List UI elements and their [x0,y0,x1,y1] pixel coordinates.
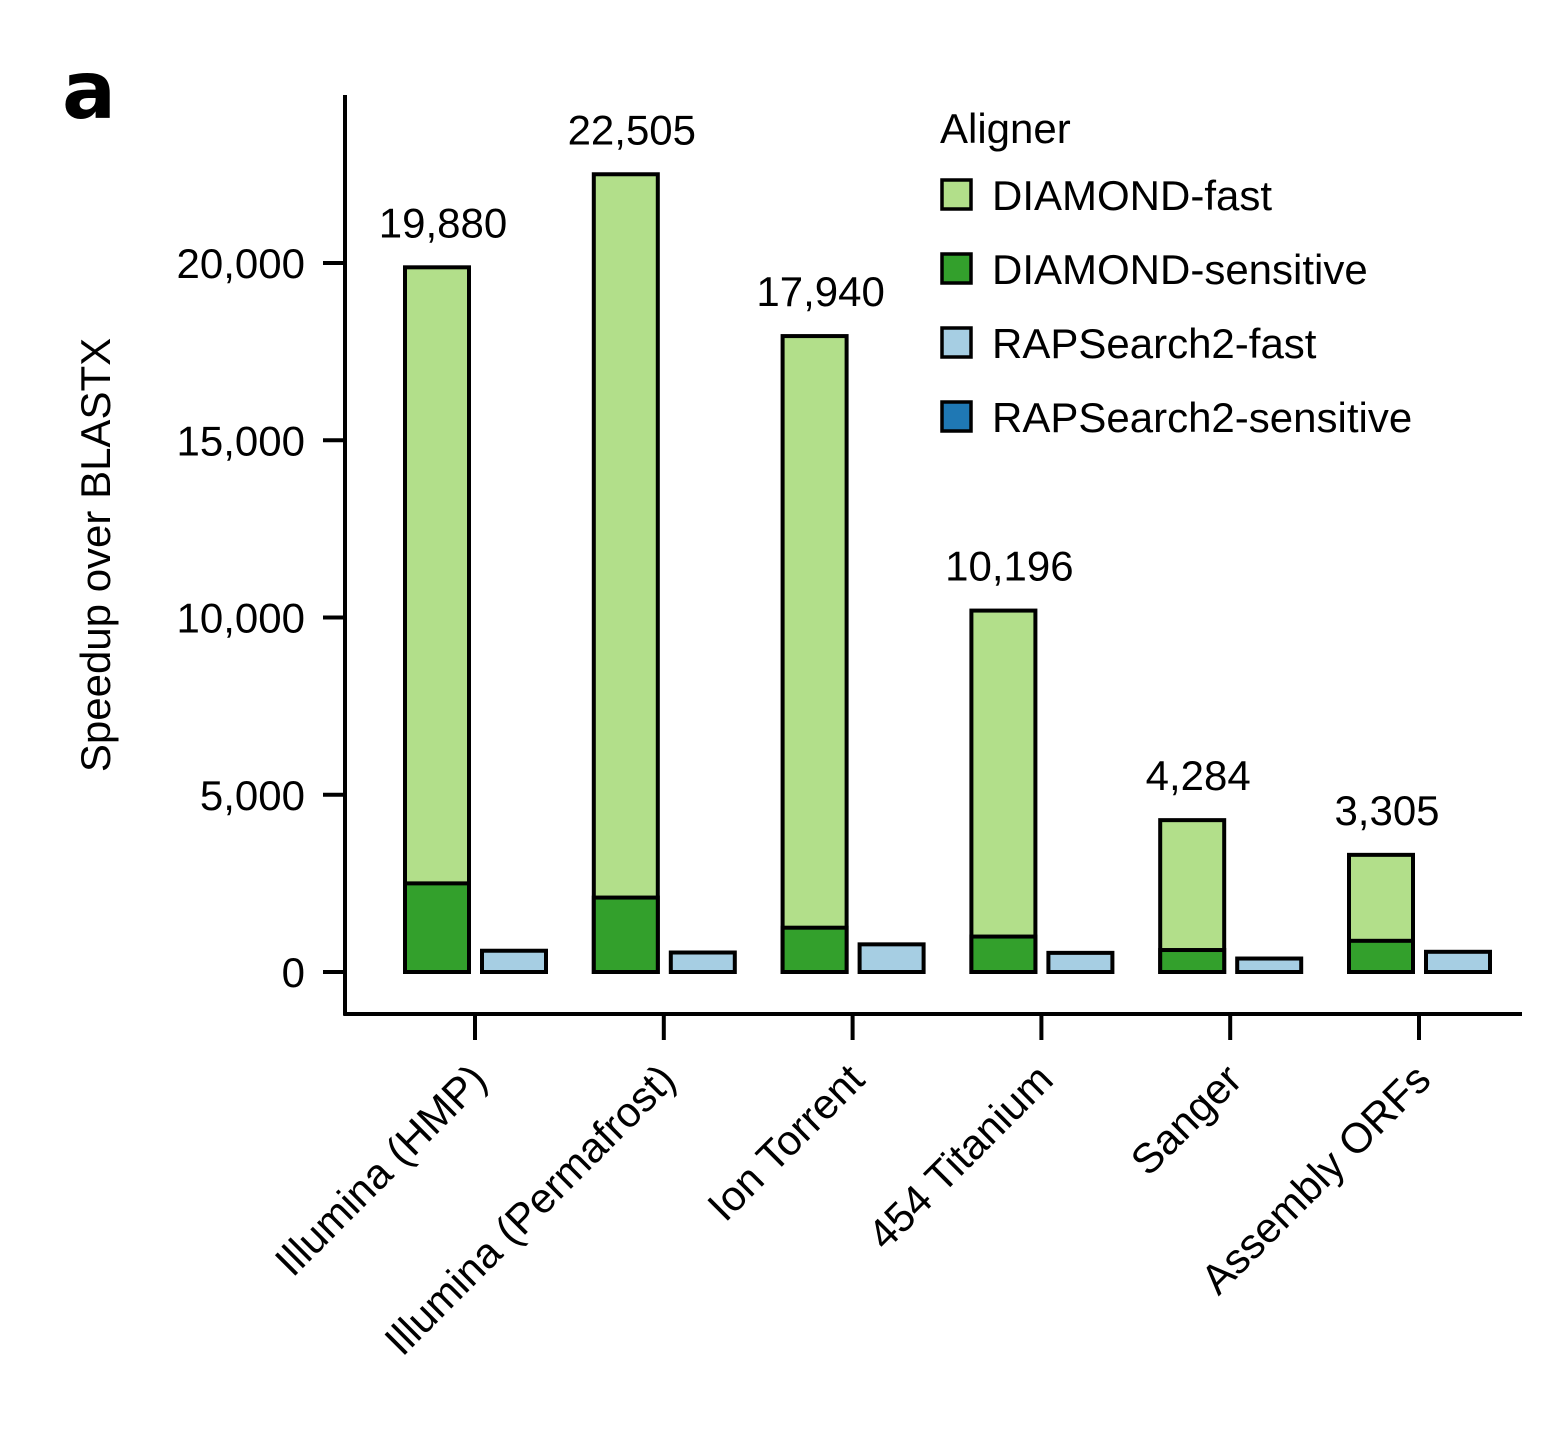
data-labels: 19,880 22,505 17,940 10,196 4,284 3,305 [379,106,1440,834]
bar-diamond-sensitive [403,881,471,975]
y-tick-label: 5,000 [200,772,305,819]
bar-diamond-fast [969,608,1038,974]
bar-rapsearch2-fast [1235,956,1304,975]
data-label: 3,305 [1334,787,1439,834]
data-label: 22,505 [568,106,696,153]
bar-diamond-sensitive [780,925,849,974]
bars [403,172,1492,975]
bar-diamond-fast [403,265,471,974]
legend-label: DIAMOND-sensitive [992,246,1368,293]
y-tick-label: 20,000 [177,240,305,287]
bar-diamond-fast [591,172,660,974]
legend-swatch [940,252,973,285]
bar-rapsearch2-fast [1424,949,1492,975]
data-label: 17,940 [756,268,884,315]
bar-diamond-sensitive [1347,938,1415,974]
x-tick-label: 454 Titanium [858,1055,1061,1258]
legend-label: RAPSearch2-fast [992,320,1317,367]
legend-title: Aligner [940,105,1071,152]
bar-rapsearch2-fast [1046,950,1115,975]
legend-label: DIAMOND-fast [992,172,1272,219]
x-tick-label: Sanger [1122,1055,1251,1184]
data-label: 4,284 [1146,752,1251,799]
y-tick-label: 0 [282,949,305,996]
y-axis: 0 5,000 10,000 15,000 20,000 [177,95,347,1016]
bar-diamond-fast [780,334,849,974]
panel-label: a [62,44,116,137]
legend-swatch [940,326,973,359]
bar-diamond-fast [1158,818,1227,975]
y-tick-label: 15,000 [177,417,305,464]
legend-swatch [940,400,973,433]
data-label: 19,880 [379,199,507,246]
data-label: 10,196 [945,543,1073,590]
x-axis: Illumina (HMP)Illumina (Permafrost) Ion T… [266,1012,1522,1364]
x-tick-label: Ion Torrent [698,1055,873,1230]
legend-swatch [940,178,973,211]
bar-rapsearch2-fast [857,942,926,974]
bar-rapsearch2-fast [668,950,737,974]
bar-diamond-sensitive [591,895,660,974]
legend: Aligner DIAMOND-fast DIAMOND-sensitive RAP… [940,105,1412,441]
bar-diamond-sensitive [1158,948,1227,975]
y-axis-title: Speedup over BLASTX [72,338,119,772]
legend-label: RAPSearch2-sensitive [992,394,1412,441]
bar-rapsearch2-fast [480,948,548,975]
bar-diamond-sensitive [969,934,1038,974]
y-tick-label: 10,000 [177,595,305,642]
